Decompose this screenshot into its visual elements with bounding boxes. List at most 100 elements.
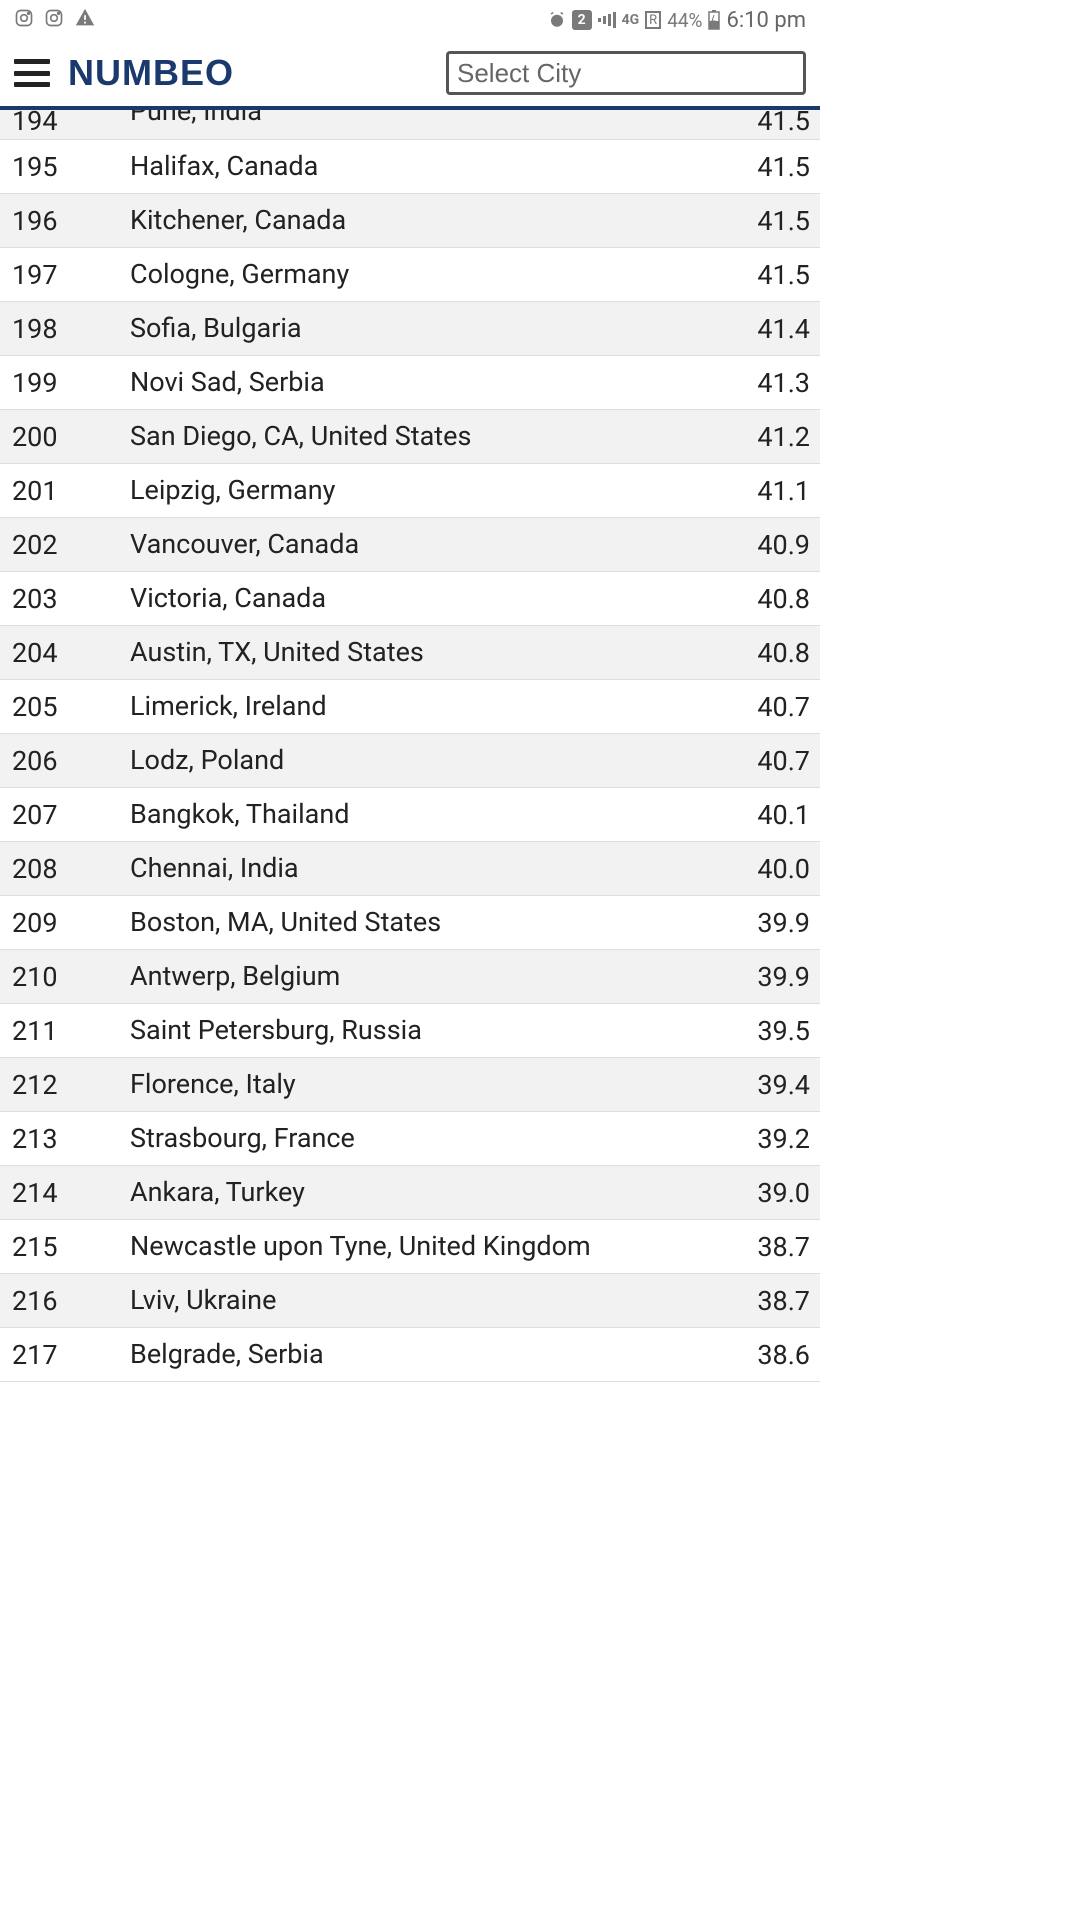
- city-cell[interactable]: Leipzig, Germany: [130, 466, 630, 516]
- logo[interactable]: NUMBEO: [68, 52, 234, 94]
- rank-cell: 215: [0, 1231, 130, 1263]
- table-row[interactable]: 205Limerick, Ireland40.7: [0, 680, 820, 734]
- value-cell: 40.7: [630, 691, 820, 723]
- value-cell: 38.7: [630, 1231, 820, 1263]
- value-cell: 38.6: [630, 1339, 820, 1371]
- city-cell[interactable]: Saint Petersburg, Russia: [130, 1006, 630, 1056]
- battery-icon: [708, 10, 720, 30]
- table-row[interactable]: 197Cologne, Germany41.5: [0, 248, 820, 302]
- table-row[interactable]: 211Saint Petersburg, Russia39.5: [0, 1004, 820, 1058]
- network-type-label: 4G: [622, 12, 640, 28]
- table-row[interactable]: 199Novi Sad, Serbia41.3: [0, 356, 820, 410]
- table-row[interactable]: 194Pune, India41.5: [0, 110, 820, 140]
- value-cell: 41.4: [630, 313, 820, 345]
- rank-cell: 199: [0, 367, 130, 399]
- value-cell: 41.5: [630, 259, 820, 291]
- table-row[interactable]: 200San Diego, CA, United States41.2: [0, 410, 820, 464]
- value-cell: 39.5: [630, 1015, 820, 1047]
- rank-cell: 205: [0, 691, 130, 723]
- table-row[interactable]: 213Strasbourg, France39.2: [0, 1112, 820, 1166]
- city-cell[interactable]: Florence, Italy: [130, 1060, 630, 1110]
- city-cell[interactable]: Cologne, Germany: [130, 250, 630, 300]
- city-cell[interactable]: Halifax, Canada: [130, 142, 630, 192]
- city-cell[interactable]: Novi Sad, Serbia: [130, 358, 630, 408]
- city-cell[interactable]: Lviv, Ukraine: [130, 1276, 630, 1326]
- table-row[interactable]: 217Belgrade, Serbia38.6: [0, 1328, 820, 1382]
- city-cell[interactable]: Pune, India: [130, 110, 630, 137]
- city-cell[interactable]: Sofia, Bulgaria: [130, 304, 630, 354]
- value-cell: 39.9: [630, 961, 820, 993]
- value-cell: 41.2: [630, 421, 820, 453]
- value-cell: 40.0: [630, 853, 820, 885]
- table-row[interactable]: 212Florence, Italy39.4: [0, 1058, 820, 1112]
- instagram-icon: [14, 8, 34, 33]
- table-row[interactable]: 198Sofia, Bulgaria41.4: [0, 302, 820, 356]
- table-row[interactable]: 207Bangkok, Thailand40.1: [0, 788, 820, 842]
- table-row[interactable]: 201Leipzig, Germany41.1: [0, 464, 820, 518]
- notification-count-badge: 2: [572, 10, 592, 30]
- rank-cell: 206: [0, 745, 130, 777]
- rank-cell: 207: [0, 799, 130, 831]
- rank-cell: 210: [0, 961, 130, 993]
- menu-button[interactable]: [14, 59, 50, 87]
- rank-cell: 202: [0, 529, 130, 561]
- city-index-table[interactable]: 194Pune, India41.5195Halifax, Canada41.5…: [0, 110, 820, 1382]
- table-row[interactable]: 202Vancouver, Canada40.9: [0, 518, 820, 572]
- value-cell: 40.9: [630, 529, 820, 561]
- table-row[interactable]: 203Victoria, Canada40.8: [0, 572, 820, 626]
- android-status-bar: 2 4G R 44% 6:10 pm: [0, 0, 820, 40]
- city-search-input[interactable]: [457, 58, 795, 89]
- roaming-icon: R: [645, 11, 661, 29]
- city-cell[interactable]: Boston, MA, United States: [130, 898, 630, 948]
- city-cell[interactable]: Ankara, Turkey: [130, 1168, 630, 1218]
- rank-cell: 213: [0, 1123, 130, 1155]
- rank-cell: 203: [0, 583, 130, 615]
- alarm-icon: [548, 11, 566, 29]
- rank-cell: 195: [0, 151, 130, 183]
- rank-cell: 214: [0, 1177, 130, 1209]
- value-cell: 41.5: [630, 205, 820, 237]
- city-cell[interactable]: Chennai, India: [130, 844, 630, 894]
- table-row[interactable]: 204Austin, TX, United States40.8: [0, 626, 820, 680]
- rank-cell: 212: [0, 1069, 130, 1101]
- table-row[interactable]: 196Kitchener, Canada41.5: [0, 194, 820, 248]
- table-row[interactable]: 214Ankara, Turkey39.0: [0, 1166, 820, 1220]
- value-cell: 40.1: [630, 799, 820, 831]
- city-search-box[interactable]: [446, 51, 806, 95]
- value-cell: 41.1: [630, 475, 820, 507]
- value-cell: 39.9: [630, 907, 820, 939]
- rank-cell: 198: [0, 313, 130, 345]
- rank-cell: 216: [0, 1285, 130, 1317]
- table-row[interactable]: 215Newcastle upon Tyne, United Kingdom38…: [0, 1220, 820, 1274]
- table-row[interactable]: 209Boston, MA, United States39.9: [0, 896, 820, 950]
- rank-cell: 200: [0, 421, 130, 453]
- rank-cell: 211: [0, 1015, 130, 1047]
- city-cell[interactable]: Austin, TX, United States: [130, 628, 630, 678]
- table-row[interactable]: 195Halifax, Canada41.5: [0, 140, 820, 194]
- rank-cell: 209: [0, 907, 130, 939]
- value-cell: 39.2: [630, 1123, 820, 1155]
- city-cell[interactable]: Bangkok, Thailand: [130, 790, 630, 840]
- city-cell[interactable]: Limerick, Ireland: [130, 682, 630, 732]
- value-cell: 40.8: [630, 583, 820, 615]
- city-cell[interactable]: Newcastle upon Tyne, United Kingdom: [130, 1222, 630, 1272]
- table-row[interactable]: 206Lodz, Poland40.7: [0, 734, 820, 788]
- city-cell[interactable]: Vancouver, Canada: [130, 520, 630, 570]
- city-cell[interactable]: Strasbourg, France: [130, 1114, 630, 1164]
- rank-cell: 197: [0, 259, 130, 291]
- value-cell: 41.3: [630, 367, 820, 399]
- city-cell[interactable]: Victoria, Canada: [130, 574, 630, 624]
- city-cell[interactable]: Lodz, Poland: [130, 736, 630, 786]
- city-cell[interactable]: Kitchener, Canada: [130, 196, 630, 246]
- table-row[interactable]: 210Antwerp, Belgium39.9: [0, 950, 820, 1004]
- city-cell[interactable]: Antwerp, Belgium: [130, 952, 630, 1002]
- value-cell: 41.5: [630, 110, 820, 137]
- rank-cell: 196: [0, 205, 130, 237]
- city-cell[interactable]: Belgrade, Serbia: [130, 1330, 630, 1380]
- value-cell: 40.7: [630, 745, 820, 777]
- city-cell[interactable]: San Diego, CA, United States: [130, 412, 630, 462]
- clock-time: 6:10 pm: [726, 8, 806, 33]
- table-row[interactable]: 216Lviv, Ukraine38.7: [0, 1274, 820, 1328]
- rank-cell: 204: [0, 637, 130, 669]
- table-row[interactable]: 208Chennai, India40.0: [0, 842, 820, 896]
